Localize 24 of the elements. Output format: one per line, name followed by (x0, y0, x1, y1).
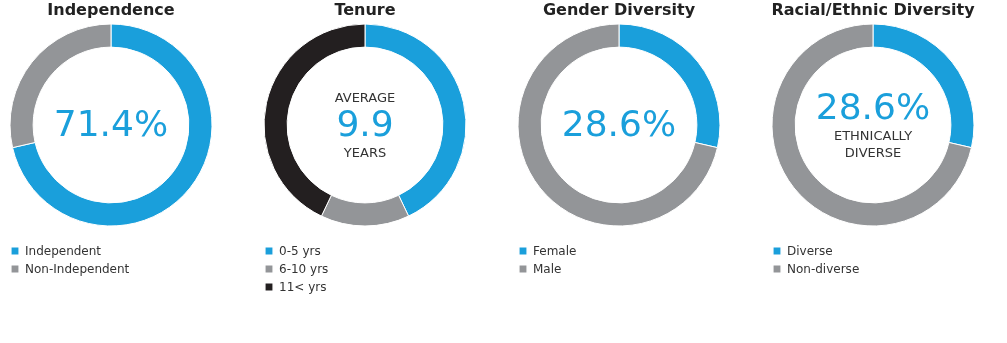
donut-slice (12, 23, 213, 227)
donut-slice (771, 23, 972, 227)
legend-label: Non-diverse (787, 262, 860, 276)
legend-label: Female (533, 244, 577, 258)
legend-label: Diverse (787, 244, 833, 258)
text: 28.6% (561, 103, 677, 144)
chart-title: Racial/Ethnic Diversity (771, 0, 976, 19)
text: 9.9 (336, 103, 394, 144)
legend-label: 0-5 yrs (279, 244, 321, 258)
chart-title: Tenure (334, 0, 396, 19)
chart-title: Independence (47, 0, 175, 19)
text: ETHNICALLY (833, 127, 913, 143)
legend-label: Independent (25, 244, 102, 258)
donut-slice (517, 23, 718, 227)
text: 28.6% (815, 86, 931, 127)
chart-title: Gender Diversity (542, 0, 696, 19)
text: 71.4% (53, 103, 169, 144)
text: DIVERSE (844, 144, 902, 160)
legend-label: Male (533, 262, 562, 276)
legend-label: 11< yrs (279, 280, 327, 294)
legend-label: 6-10 yrs (279, 262, 329, 276)
legend-label: Non-Independent (25, 262, 130, 276)
text: YEARS (342, 144, 387, 160)
text: AVERAGE (334, 89, 396, 105)
